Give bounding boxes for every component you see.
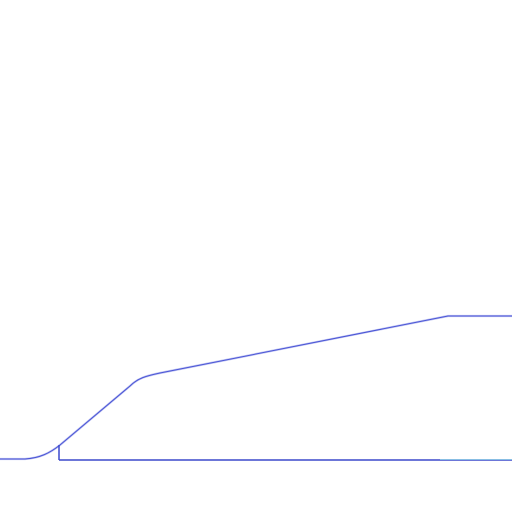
curve-outline — [0, 314, 512, 461]
rising-curve-line — [0, 315, 512, 460]
